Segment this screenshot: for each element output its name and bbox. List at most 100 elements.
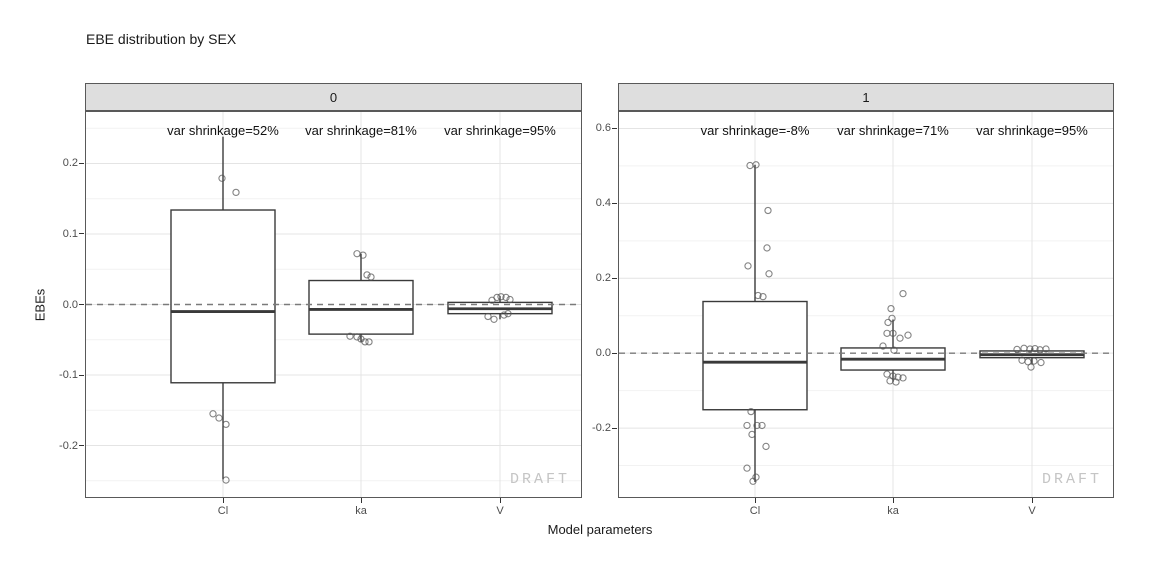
jitter-point bbox=[497, 293, 505, 301]
y-tick-label: 0.0 bbox=[595, 347, 611, 360]
jitter-point bbox=[1013, 345, 1021, 354]
jitter-point bbox=[892, 378, 900, 386]
jitter-point bbox=[763, 244, 771, 252]
jitter-point bbox=[218, 174, 226, 182]
jitter-point bbox=[493, 293, 501, 302]
jitter-point bbox=[765, 270, 773, 278]
y-tick-mark bbox=[612, 427, 617, 429]
y-tick-mark bbox=[612, 127, 617, 129]
jitter-point bbox=[883, 329, 891, 337]
jitter-point bbox=[359, 251, 367, 259]
shrinkage-annotation: var shrinkage=71% bbox=[837, 123, 949, 138]
y-tick-mark bbox=[79, 374, 84, 376]
shrinkage-annotation: var shrinkage=95% bbox=[444, 123, 556, 138]
jitter-point bbox=[1031, 345, 1039, 353]
jitter-point bbox=[506, 295, 514, 304]
y-tick-mark bbox=[79, 162, 84, 164]
jitter-point bbox=[353, 333, 361, 341]
x-tick-mark bbox=[754, 498, 756, 503]
jitter-point bbox=[747, 407, 755, 416]
jitter-point bbox=[896, 334, 904, 342]
panel-svg-1 bbox=[619, 112, 1113, 497]
y-tick-mark bbox=[79, 304, 84, 305]
y-tick-label: 0.0 bbox=[62, 298, 78, 311]
jitter-point bbox=[1042, 345, 1050, 353]
jitter-point bbox=[209, 410, 217, 418]
shrinkage-annotation: var shrinkage=52% bbox=[167, 123, 279, 138]
y-tick-mark bbox=[79, 233, 84, 235]
shrinkage-annotation: var shrinkage=95% bbox=[976, 123, 1088, 138]
jitter-point bbox=[899, 289, 907, 298]
y-tick-label: -0.1 bbox=[59, 369, 78, 381]
jitter-point bbox=[222, 476, 230, 484]
x-tick-mark bbox=[360, 498, 362, 503]
jitter-point bbox=[361, 338, 369, 346]
jitter-point bbox=[346, 332, 354, 340]
jitter-point bbox=[484, 312, 492, 321]
jitter-point bbox=[879, 342, 887, 350]
y-tick-label: 0.4 bbox=[595, 197, 611, 210]
jitter-point bbox=[904, 331, 912, 339]
y-tick-label: 0.2 bbox=[62, 157, 78, 170]
jitter-point bbox=[365, 338, 373, 346]
jitter-point bbox=[759, 292, 767, 301]
jitter-point bbox=[222, 420, 230, 429]
y-tick-mark bbox=[612, 277, 617, 279]
facet-panel-1 bbox=[618, 111, 1114, 498]
jitter-point bbox=[1026, 345, 1034, 353]
jitter-point bbox=[490, 315, 498, 323]
x-tick-mark bbox=[1031, 498, 1033, 503]
y-tick-mark bbox=[79, 445, 84, 447]
draft-watermark-1: DRAFT bbox=[1041, 471, 1102, 488]
jitter-point bbox=[743, 464, 751, 472]
jitter-point bbox=[884, 318, 892, 327]
jitter-point bbox=[232, 188, 240, 197]
y-tick-label: -0.2 bbox=[59, 439, 78, 452]
x-tick-label: Cl bbox=[217, 505, 229, 517]
y-tick-label: -0.2 bbox=[592, 422, 611, 435]
jitter-point bbox=[1037, 358, 1045, 367]
jitter-point bbox=[1030, 357, 1038, 365]
jitter-point bbox=[367, 273, 375, 281]
boxplot-Cl bbox=[170, 136, 276, 480]
jitter-point bbox=[752, 161, 760, 169]
jitter-point bbox=[899, 374, 907, 382]
jitter-point bbox=[353, 250, 361, 258]
panel-svg-0 bbox=[86, 112, 581, 497]
jitter-point bbox=[890, 346, 898, 354]
jitter-point bbox=[749, 477, 757, 485]
jitter-point bbox=[500, 311, 508, 319]
jitter-point bbox=[1027, 363, 1035, 371]
facet-strip-0: 0 bbox=[85, 83, 582, 111]
jitter-point bbox=[363, 271, 371, 279]
plot-title: EBE distribution by SEX bbox=[86, 31, 237, 47]
jitter-point bbox=[743, 421, 751, 430]
box-iqr bbox=[702, 300, 808, 411]
jitter-point bbox=[744, 262, 752, 270]
jitter-point bbox=[502, 293, 510, 302]
y-tick-label: 0.6 bbox=[595, 122, 611, 135]
x-tick-label: ka bbox=[887, 505, 899, 517]
jitter-point bbox=[748, 430, 756, 439]
x-tick-mark bbox=[892, 498, 894, 503]
jitter-point bbox=[762, 442, 770, 451]
facet-strip-1: 1 bbox=[618, 83, 1114, 111]
facet-panel-0 bbox=[85, 111, 582, 498]
y-tick-label: 0.1 bbox=[62, 227, 78, 240]
jitter-point bbox=[886, 377, 894, 385]
y-tick-label: 0.2 bbox=[595, 272, 611, 285]
x-tick-label: V bbox=[1028, 505, 1036, 517]
jitter-point bbox=[215, 414, 223, 422]
y-tick-mark bbox=[612, 202, 617, 204]
shrinkage-annotation: var shrinkage=-8% bbox=[700, 123, 810, 138]
y-tick-mark bbox=[612, 352, 617, 354]
x-tick-mark bbox=[499, 498, 501, 503]
jitter-point bbox=[754, 291, 762, 300]
x-axis-title: Model parameters bbox=[547, 522, 653, 537]
x-tick-label: ka bbox=[355, 505, 367, 517]
jitter-point bbox=[888, 314, 896, 323]
box-iqr bbox=[308, 279, 414, 335]
jitter-point bbox=[887, 304, 895, 313]
x-tick-label: V bbox=[496, 505, 504, 517]
